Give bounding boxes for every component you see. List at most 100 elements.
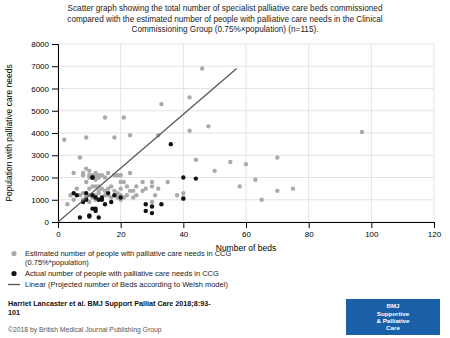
point	[109, 200, 113, 204]
point	[131, 189, 135, 193]
point	[87, 169, 91, 173]
point	[128, 171, 132, 175]
tick-mark	[246, 222, 247, 228]
logo-text: BMJSupportive& PalliativeCare	[376, 302, 410, 331]
legend-swatch	[11, 251, 16, 256]
tick-label: 1000	[31, 196, 49, 205]
tick-label: 0	[45, 218, 50, 227]
point	[87, 213, 91, 217]
point	[125, 193, 129, 197]
grid-line	[58, 44, 434, 45]
text-line: Supportive	[377, 310, 410, 317]
point	[150, 184, 154, 188]
point	[181, 196, 185, 200]
point	[84, 191, 88, 195]
point	[100, 195, 104, 199]
point	[134, 184, 138, 188]
point	[150, 200, 154, 204]
tick-label: 7000	[31, 62, 49, 71]
point	[194, 176, 198, 180]
grid-line	[58, 88, 434, 89]
point	[71, 171, 75, 175]
tick-label: 5000	[31, 107, 49, 116]
point	[144, 209, 148, 213]
text-line: Linear (Projected number of Beds accordi…	[25, 280, 228, 289]
point	[75, 193, 79, 197]
point	[90, 175, 94, 179]
grid-line	[58, 110, 434, 111]
grid-line	[58, 133, 434, 134]
point	[187, 129, 191, 133]
point	[144, 202, 148, 206]
series-points	[71, 142, 198, 220]
tick-label: 60	[242, 230, 251, 239]
point	[259, 198, 263, 202]
logo-box	[346, 299, 440, 335]
point	[97, 215, 101, 219]
tick-label: 4000	[31, 129, 49, 138]
text-line: 101	[8, 308, 20, 317]
legend-item: Actual number of people with palliative …	[11, 269, 219, 278]
point	[112, 193, 116, 197]
tick-mark	[52, 155, 58, 156]
tick: 6000	[31, 85, 58, 94]
plot-area	[58, 66, 364, 222]
point	[175, 193, 179, 197]
tick: 120	[428, 222, 442, 239]
grid-line	[58, 199, 434, 200]
point	[228, 160, 232, 164]
y-axis: 010002000300040005000600070008000	[31, 40, 58, 227]
trend-line	[58, 68, 237, 222]
legend-label: Actual number of people with palliative …	[25, 269, 219, 278]
x-axis: 020406080100120	[56, 222, 441, 239]
point	[62, 137, 66, 141]
legend-label: Estimated number of people with palliati…	[25, 249, 232, 267]
point	[84, 180, 88, 184]
point	[275, 189, 279, 193]
tick: 40	[179, 222, 188, 239]
grid-line	[58, 155, 434, 156]
tick: 80	[305, 222, 314, 239]
point	[106, 191, 110, 195]
legend-item: Estimated number of people with palliati…	[11, 249, 231, 267]
point	[181, 191, 185, 195]
tick-mark	[52, 178, 58, 179]
logo: BMJSupportive& PalliativeCare	[346, 299, 440, 335]
point	[125, 184, 129, 188]
tick-mark	[52, 44, 58, 45]
y-axis-title: Population with palliative care needs	[4, 64, 14, 202]
text-line: Estimated number of people with palliati…	[25, 249, 232, 258]
point	[81, 173, 85, 177]
text-line: & Palliative	[376, 317, 410, 324]
text-line: Harriet Lancaster et al. BMJ Support Pal…	[8, 299, 211, 308]
point	[253, 178, 257, 182]
text-line: (0.75%*population)	[25, 258, 89, 267]
text-line: Scatter graph showing the total number o…	[68, 4, 383, 13]
point	[134, 193, 138, 197]
tick: 7000	[31, 62, 58, 71]
tick: 0	[45, 218, 58, 227]
point	[206, 124, 210, 128]
tick: 100	[365, 222, 379, 239]
point	[156, 186, 160, 190]
point	[150, 204, 154, 208]
point	[103, 175, 107, 179]
tick-mark	[183, 222, 184, 228]
point	[159, 202, 163, 206]
point	[93, 206, 97, 210]
tick-mark	[371, 222, 372, 228]
point	[212, 169, 216, 173]
text-line: Actual number of people with palliative …	[25, 269, 219, 278]
point	[150, 211, 154, 215]
point	[244, 162, 248, 166]
tick-label: 3000	[31, 151, 49, 160]
legend-swatch	[11, 271, 16, 276]
point	[65, 202, 69, 206]
point	[169, 142, 173, 146]
point	[200, 66, 204, 70]
text-line: BMJ	[386, 302, 400, 309]
tick-mark	[121, 222, 122, 228]
point	[144, 186, 148, 190]
tick-mark	[434, 222, 435, 228]
legend-swatch	[8, 284, 20, 285]
